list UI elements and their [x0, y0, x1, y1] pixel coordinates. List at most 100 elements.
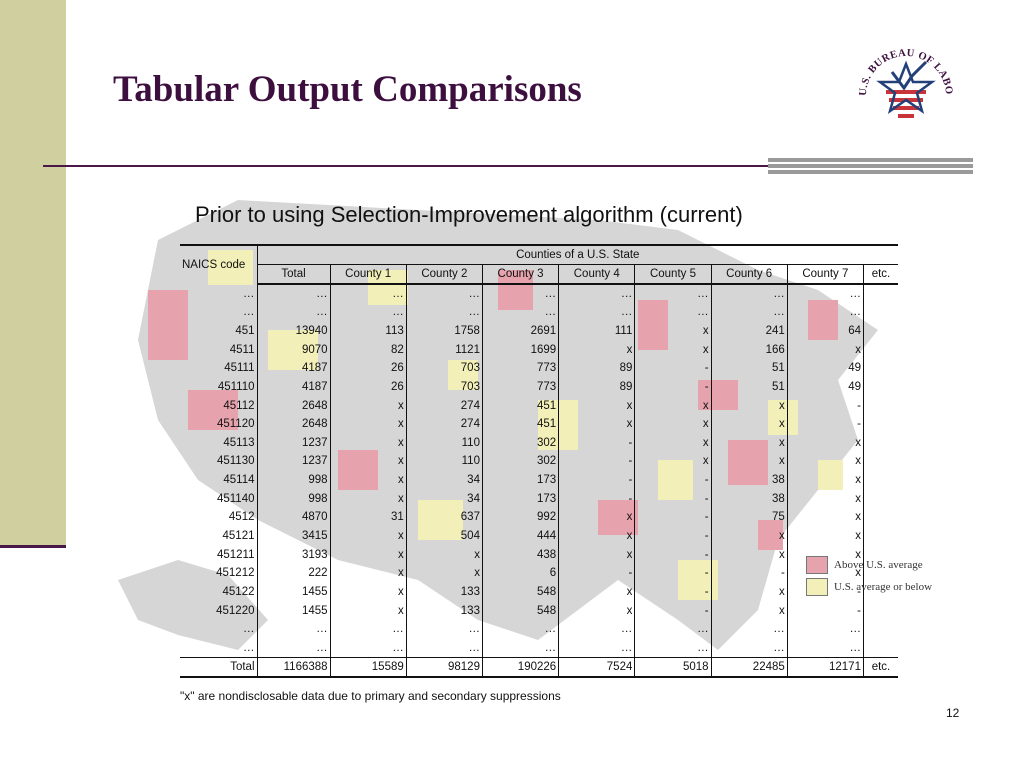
- table-cell: -: [634, 489, 712, 509]
- table-cell: 31: [330, 508, 407, 527]
- table-cell: 438: [482, 545, 560, 564]
- naics-code-cell: 4512: [180, 508, 258, 527]
- table-cell: -: [711, 563, 788, 583]
- table-cell: x: [787, 340, 864, 359]
- table-cell: 2691: [482, 321, 560, 341]
- table-cell: 13940: [257, 321, 331, 341]
- table-cell: x: [558, 526, 636, 546]
- table-cell: [863, 639, 898, 658]
- column-header: County 7: [787, 264, 864, 285]
- table-cell: 49: [787, 377, 864, 397]
- table-cell: 110: [406, 452, 483, 471]
- table-cell: x: [711, 601, 788, 620]
- table-cell: -: [634, 545, 712, 564]
- column-header: County 6: [711, 264, 788, 285]
- naics-code-cell: …: [180, 284, 258, 303]
- naics-code-cell: 451212: [180, 563, 258, 583]
- table-cell: 34: [406, 489, 483, 509]
- naics-code-cell: 451110: [180, 377, 258, 397]
- table-cell: 64: [787, 321, 864, 341]
- table-cell: 110: [406, 433, 483, 453]
- total-cell: 190226: [482, 656, 560, 678]
- table-cell: …: [257, 303, 331, 322]
- table-cell: x: [558, 340, 636, 359]
- table-cell: -: [634, 526, 712, 546]
- table-cell: x: [558, 414, 636, 434]
- table-cell: [863, 527, 898, 546]
- total-cell: 1166388: [257, 656, 331, 678]
- table-cell: [863, 396, 898, 415]
- table-row: 451120 2648 x 274 451 x x x -: [180, 414, 898, 434]
- table-row: 4511 9070 82 1121 1699 x x 166 x: [180, 340, 898, 359]
- table-cell: …: [634, 303, 712, 322]
- table-cell: -: [558, 452, 636, 471]
- table-cell: 444: [482, 526, 560, 546]
- table-cell: 173: [482, 489, 560, 509]
- table-row: 45122 1455 x 133 548 x - x -: [180, 582, 898, 602]
- table-cell: [863, 601, 898, 620]
- naics-code-cell: 451: [180, 321, 258, 341]
- table-cell: …: [406, 303, 483, 322]
- table-cell: 703: [406, 377, 483, 397]
- total-cell: etc.: [863, 656, 898, 678]
- table-cell: -: [634, 358, 712, 378]
- naics-code-cell: 45111: [180, 358, 258, 378]
- table-cell: [863, 378, 898, 397]
- table-cell: -: [634, 601, 712, 620]
- table-row: 45114 998 x 34 173- -38 x: [180, 470, 898, 490]
- table-cell: …: [406, 638, 483, 658]
- table-cell: 89: [558, 377, 636, 397]
- table-cell: [863, 322, 898, 341]
- total-cell: 7524: [558, 656, 636, 678]
- table-cell: 82: [330, 340, 407, 359]
- table-cell: 4187: [257, 377, 331, 397]
- naics-code-cell: 451120: [180, 414, 258, 434]
- table-cell: 133: [406, 601, 483, 620]
- table-cell: x: [711, 582, 788, 602]
- table-cell: -: [787, 396, 864, 415]
- table-row: 451212 222 x x 6- - - x: [180, 563, 898, 583]
- table-cell: x: [787, 433, 864, 453]
- table-cell: …: [711, 619, 788, 639]
- table-cell: x: [330, 452, 407, 471]
- column-header: County 1: [330, 264, 407, 285]
- table-cell: [863, 471, 898, 490]
- table-row: ………………………: [180, 303, 898, 322]
- table-cell: x: [634, 433, 712, 453]
- table-cell: x: [787, 452, 864, 471]
- table-cell: 548: [482, 601, 560, 620]
- table-cell: -: [787, 414, 864, 434]
- footnote: "x" are nondisclosable data due to prima…: [180, 689, 561, 703]
- naics-code-cell: 45112: [180, 396, 258, 415]
- table-row: 451220 1455 x 133 548 x - x -: [180, 601, 898, 620]
- table-cell: 49: [787, 358, 864, 378]
- legend-label-above: Above U.S. average: [834, 559, 923, 571]
- table-cell: 1121: [406, 340, 483, 359]
- table-row: ………………………: [180, 638, 898, 658]
- legend-swatch-above: [806, 556, 828, 574]
- table-cell: 773: [482, 358, 560, 378]
- table-cell: x: [406, 545, 483, 564]
- table-cell: 703: [406, 358, 483, 378]
- table-cell: …: [257, 284, 331, 303]
- table-row: 451140 998 x 34 173- -38 x: [180, 489, 898, 509]
- table-cell: x: [330, 601, 407, 620]
- table-cell: x: [330, 396, 407, 415]
- table-cell: …: [406, 284, 483, 303]
- table-cell: [863, 508, 898, 527]
- table-cell: -: [634, 563, 712, 583]
- table-cell: x: [711, 414, 788, 434]
- table-cell: x: [330, 545, 407, 564]
- table-row: 45112 2648 x 274 451 x x x -: [180, 396, 898, 415]
- column-header: Total: [257, 264, 331, 285]
- column-header: County 5: [634, 264, 712, 285]
- table-cell: 4187: [257, 358, 331, 378]
- table-cell: x: [634, 396, 712, 415]
- table-cell: [863, 415, 898, 434]
- table-cell: [863, 340, 898, 359]
- table-cell: x: [787, 489, 864, 509]
- table-cell: 773: [482, 377, 560, 397]
- table-cell: 548: [482, 582, 560, 602]
- legend-swatch-below: [806, 578, 828, 596]
- table-cell: x: [406, 563, 483, 583]
